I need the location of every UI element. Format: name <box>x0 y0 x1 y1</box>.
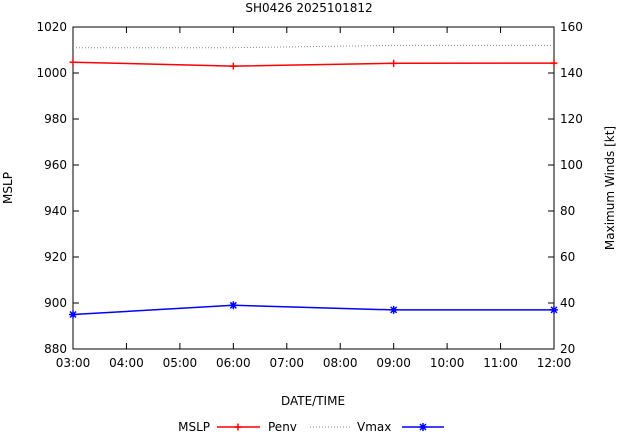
y-right-tick-label: 20 <box>560 342 575 356</box>
y-left-tick-label: 960 <box>44 158 67 172</box>
y-left-tick-label: 980 <box>44 112 67 126</box>
y-right-tick-label: 140 <box>560 66 583 80</box>
point-mslp <box>550 59 558 67</box>
y-axis-right-label: Maximum Winds [kt] <box>603 126 617 250</box>
x-tick-label: 12:00 <box>537 356 572 370</box>
ticks-layer: 880 900 920 940 960 980 1000 1020 20 40 60 80 100 120… <box>36 20 582 370</box>
series-layer <box>69 44 558 319</box>
x-tick-label: 06:00 <box>216 356 251 370</box>
point-vmax <box>69 310 77 319</box>
y-left-tick-label: 940 <box>44 204 67 218</box>
y-right-tick-label: 80 <box>560 204 575 218</box>
y-right-tick-label: 100 <box>560 158 583 172</box>
y-right-tick-label: 40 <box>560 296 575 310</box>
chart-title: SH0426 2025101812 <box>245 1 372 15</box>
legend-marker-penv <box>234 423 242 431</box>
series-line-mslp <box>72 61 555 67</box>
legend: MSLP Penv Vmax <box>178 420 444 432</box>
series-line-penv <box>73 44 554 49</box>
legend-marker-blue <box>419 423 427 431</box>
y-left-tick-label: 1020 <box>36 20 67 34</box>
x-tick-label: 11:00 <box>483 356 518 370</box>
plot-frame <box>72 26 555 350</box>
y-right-tick-label: 60 <box>560 250 575 264</box>
legend-label-vmax: Vmax <box>357 420 391 432</box>
legend-label-penv: Penv <box>268 420 297 432</box>
x-axis-label: DATE/TIME <box>281 394 345 408</box>
y-left-tick-label: 1000 <box>36 66 67 80</box>
x-tick-label: 05:00 <box>163 356 198 370</box>
y-left-tick-label: 880 <box>44 342 67 356</box>
y-right-tick-label: 120 <box>560 112 583 126</box>
point-vmax <box>229 301 238 310</box>
x-tick-label: 08:00 <box>323 356 358 370</box>
point-mslp <box>69 58 77 66</box>
y-axis-left-label: MSLP <box>1 172 15 204</box>
x-tick-label: 09:00 <box>376 356 411 370</box>
legend-label-mslp: MSLP <box>178 420 210 432</box>
y-left-tick-label: 900 <box>44 296 67 310</box>
x-tick-label: 04:00 <box>109 356 144 370</box>
y-left-tick-label: 920 <box>44 250 67 264</box>
series-line-vmax <box>72 304 554 316</box>
point-mslp <box>390 59 398 67</box>
x-tick-label: 03:00 <box>56 356 91 370</box>
point-vmax <box>389 305 398 314</box>
x-tick-label: 07:00 <box>269 356 304 370</box>
point-vmax <box>550 305 558 314</box>
point-mslp <box>229 62 237 70</box>
x-tick-label: 10:00 <box>430 356 465 370</box>
y-right-tick-label: 160 <box>560 20 583 34</box>
